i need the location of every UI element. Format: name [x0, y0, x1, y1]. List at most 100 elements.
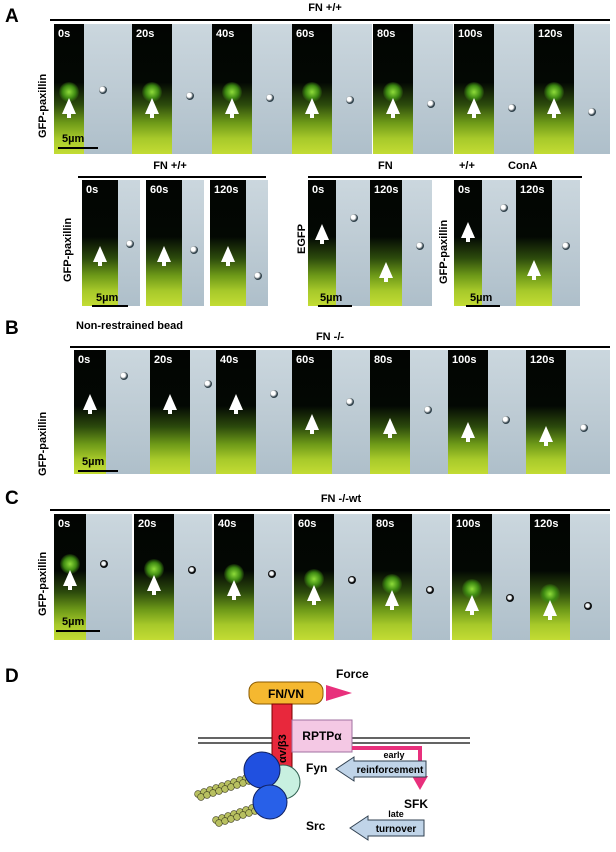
- fluorescence-image: [370, 350, 410, 474]
- arrow-marker: [383, 418, 397, 438]
- sfk-arrow-head: [412, 776, 428, 790]
- time-label: 20s: [154, 354, 173, 366]
- micrograph-frame: 40s: [212, 24, 292, 154]
- bead: [427, 100, 435, 108]
- fnvn-label: FN/VN: [268, 687, 304, 701]
- arrow-marker: [225, 98, 239, 118]
- force-label: Force: [336, 667, 369, 681]
- arrow-marker: [461, 422, 475, 442]
- paxillin-spot: [464, 82, 484, 102]
- arrow-marker: [307, 585, 321, 605]
- micrograph-frame: 80s: [370, 350, 448, 474]
- time-label: 0s: [78, 354, 91, 366]
- phase-contrast-image: [174, 514, 212, 640]
- arrow-marker: [221, 246, 235, 266]
- bead: [508, 104, 516, 112]
- panel-letter-c: C: [5, 488, 19, 509]
- bead: [350, 214, 358, 222]
- micrograph-frame: 60s: [146, 180, 204, 306]
- phase-contrast-image: [246, 180, 268, 306]
- panel-letter-a: A: [5, 6, 19, 27]
- micrograph-frame: 0s: [54, 514, 132, 640]
- bead: [268, 570, 276, 578]
- micrograph-frame: 0s: [54, 24, 134, 154]
- bead: [99, 86, 107, 94]
- panel-a-sub2-header-fn: FN: [378, 160, 393, 172]
- arrow-marker: [157, 246, 171, 266]
- panel-b-rule: [70, 346, 610, 348]
- micrograph-frame: 100s: [454, 24, 534, 154]
- panel-a-sub2-scale-left: 5µm: [320, 292, 343, 304]
- turnover-label: turnover: [376, 824, 417, 835]
- micrograph-frame: 120s: [210, 180, 268, 306]
- phase-contrast-image: [336, 180, 370, 306]
- arrow-marker: [305, 98, 319, 118]
- time-label: 120s: [520, 184, 545, 196]
- paxillin-spot: [60, 554, 80, 574]
- bead: [500, 204, 508, 212]
- bead: [204, 380, 212, 388]
- panel-b-note: Non-restrained bead: [76, 320, 183, 332]
- bead: [506, 594, 514, 602]
- panel-a-header: FN +/+: [308, 2, 342, 14]
- arrow-marker: [227, 580, 241, 600]
- time-label: 100s: [452, 354, 477, 366]
- arrow-marker: [386, 98, 400, 118]
- paxillin-spot: [462, 579, 482, 599]
- bead: [270, 390, 278, 398]
- integrin-label: αv/β3: [277, 734, 289, 763]
- fluorescence-image: [210, 180, 246, 306]
- bead: [502, 416, 510, 424]
- bead: [346, 398, 354, 406]
- reinforcement-label: reinforcement: [357, 765, 424, 776]
- arrow-marker: [465, 595, 479, 615]
- fluorescence-image: [82, 180, 118, 306]
- micrograph-frame: 100s: [452, 514, 530, 640]
- panel-a-row-label: GFP-paxillin: [37, 73, 49, 138]
- panel-a-sub1-rule: [78, 176, 266, 178]
- panel-b-scale-bar: [78, 470, 118, 472]
- arrow-marker: [379, 262, 393, 282]
- time-label: 100s: [458, 28, 483, 40]
- panel-letter-b: B: [5, 318, 19, 339]
- panel-c-scale-label: 5µm: [62, 616, 85, 628]
- paxillin-spot: [224, 564, 244, 584]
- fluorescence-image: [530, 514, 570, 640]
- fluorescence-image: [452, 514, 492, 640]
- time-label: 60s: [296, 354, 315, 366]
- micrograph-frame: 60s: [294, 514, 372, 640]
- phase-contrast-image: [488, 350, 526, 474]
- paxillin-spot: [304, 569, 324, 589]
- micrograph-frame: 120s: [516, 180, 580, 306]
- arrow-marker: [539, 426, 553, 446]
- micrograph-frame: 0s: [454, 180, 516, 306]
- fluorescence-image: [292, 350, 332, 474]
- phase-contrast-image: [332, 24, 372, 154]
- time-label: 120s: [534, 518, 559, 530]
- late-label: late: [388, 809, 404, 819]
- panel-d-diagram: FN/VN Force αv/β3 RPTPα SFK Fyn Src earl…: [194, 667, 470, 841]
- bead: [188, 566, 196, 574]
- phase-contrast-image: [86, 514, 132, 640]
- time-label: 120s: [214, 184, 239, 196]
- time-label: 20s: [136, 28, 155, 40]
- panel-a-sub1-row-label: GFP-paxillin: [62, 217, 74, 282]
- phase-contrast-image: [172, 24, 212, 154]
- bead: [346, 96, 354, 104]
- time-label: 80s: [377, 28, 396, 40]
- micrograph-frame: 120s: [370, 180, 432, 306]
- phase-contrast-image: [566, 350, 610, 474]
- phase-contrast-image: [332, 350, 370, 474]
- panel-a-sub2-scale-bar-left: [318, 305, 352, 307]
- bead: [580, 424, 588, 432]
- time-label: 100s: [456, 518, 481, 530]
- panel-a-sub2-header-mid: +/+: [459, 160, 475, 172]
- micrograph-frame: 80s: [373, 24, 453, 154]
- arrow-marker: [385, 590, 399, 610]
- phase-contrast-image: [256, 350, 294, 474]
- panel-a-rule: [50, 19, 610, 21]
- panel-a-sub2-header-cona: ConA: [508, 160, 538, 172]
- arrow-marker: [543, 600, 557, 620]
- time-label: 40s: [216, 28, 235, 40]
- arrow-marker: [547, 98, 561, 118]
